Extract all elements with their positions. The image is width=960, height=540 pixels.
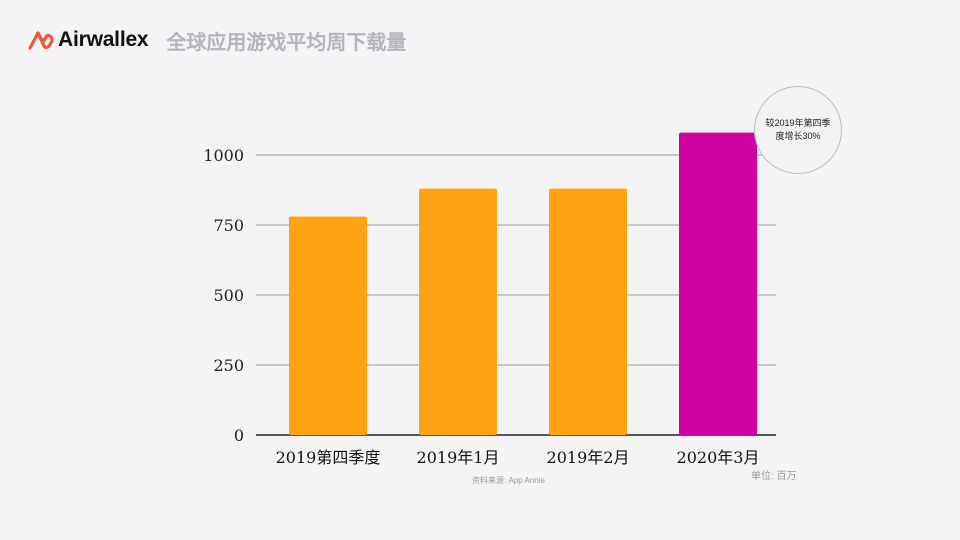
bar-1 — [419, 188, 497, 435]
brand-logo: Airwallex — [28, 28, 149, 52]
x-category-label: 2019第四季度 — [276, 448, 381, 467]
y-axis-ticks: 0 250 500 750 1000 — [203, 146, 244, 445]
source-note: 资料来源: App Annie — [472, 476, 545, 485]
x-axis-labels: 2019第四季度 2019年1月 2019年2月 2020年3月 — [276, 448, 760, 467]
brand-name: Airwallex — [58, 28, 149, 51]
y-tick-label: 250 — [213, 356, 244, 375]
x-category-label: 2020年3月 — [677, 448, 760, 467]
y-tick-label: 500 — [213, 286, 244, 305]
airwallex-logo-icon — [28, 31, 54, 50]
bar-0 — [289, 216, 367, 435]
unit-note: 单位: 百万 — [751, 471, 797, 482]
x-category-label: 2019年2月 — [547, 448, 630, 467]
bar-3 — [679, 132, 757, 435]
growth-annotation-bubble: 较2019年第四季度增长30% — [754, 86, 842, 174]
x-category-label: 2019年1月 — [417, 448, 500, 467]
y-tick-label: 0 — [234, 426, 244, 445]
bar-2 — [549, 188, 627, 435]
page-title: 全球应用游戏平均周下载量 — [166, 31, 407, 54]
bars — [289, 132, 757, 435]
header: Airwallex 全球应用游戏平均周下载量 — [28, 24, 406, 56]
y-tick-label: 750 — [213, 216, 244, 235]
y-tick-label: 1000 — [203, 146, 244, 165]
